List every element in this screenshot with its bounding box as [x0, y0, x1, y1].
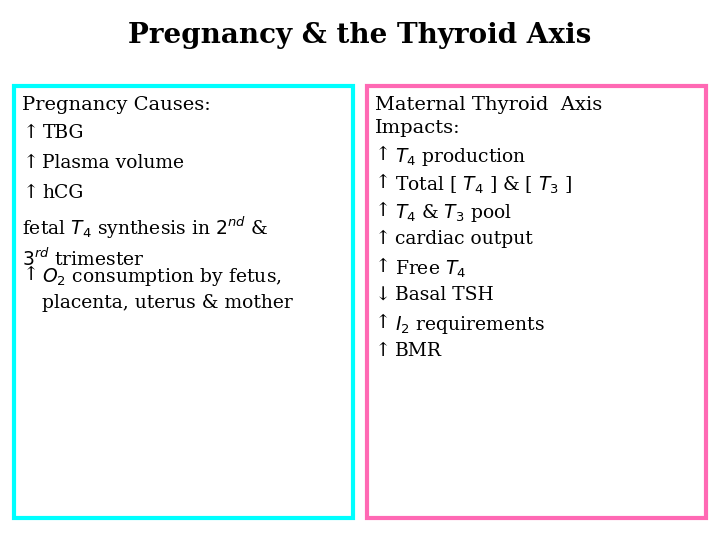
- Text: ↑: ↑: [375, 174, 392, 192]
- Text: ↑: ↑: [375, 259, 392, 276]
- Text: ↑: ↑: [375, 202, 392, 220]
- Text: $I_2$ requirements: $I_2$ requirements: [395, 314, 545, 336]
- Text: $O_2$ consumption by fetus,
placenta, uterus & mother: $O_2$ consumption by fetus, placenta, ut…: [42, 266, 293, 312]
- Text: Basal TSH: Basal TSH: [395, 286, 494, 305]
- Text: Free $T_4$: Free $T_4$: [395, 259, 467, 280]
- Text: ↑: ↑: [375, 314, 392, 333]
- Text: ↓: ↓: [375, 286, 392, 305]
- Text: BMR: BMR: [395, 342, 442, 360]
- FancyBboxPatch shape: [14, 86, 353, 518]
- Text: Maternal Thyroid  Axis
Impacts:: Maternal Thyroid Axis Impacts:: [375, 97, 603, 137]
- Text: hCG: hCG: [42, 184, 84, 202]
- Text: Pregnancy Causes:: Pregnancy Causes:: [22, 97, 211, 114]
- Text: Pregnancy & the Thyroid Axis: Pregnancy & the Thyroid Axis: [128, 22, 592, 49]
- Text: $T_4$ & $T_3$ pool: $T_4$ & $T_3$ pool: [395, 202, 513, 225]
- Text: ↑: ↑: [375, 146, 392, 164]
- Text: ↑: ↑: [22, 266, 39, 285]
- Text: ↑: ↑: [375, 231, 392, 248]
- Text: $T_4$ production: $T_4$ production: [395, 146, 526, 168]
- Text: ↑: ↑: [22, 184, 39, 202]
- Text: Total [ $T_4$ ] & [ $T_3$ ]: Total [ $T_4$ ] & [ $T_3$ ]: [395, 174, 572, 195]
- Text: ↑: ↑: [22, 124, 39, 143]
- FancyBboxPatch shape: [367, 86, 706, 518]
- Text: ↑: ↑: [22, 154, 39, 172]
- Text: fetal $T_4$ synthesis in $2^{nd}$ &
$3^{rd}$ trimester: fetal $T_4$ synthesis in $2^{nd}$ & $3^{…: [22, 214, 269, 270]
- Text: TBG: TBG: [42, 124, 84, 143]
- Text: ↑: ↑: [375, 342, 392, 360]
- Text: Plasma volume: Plasma volume: [42, 154, 184, 172]
- Text: cardiac output: cardiac output: [395, 231, 533, 248]
